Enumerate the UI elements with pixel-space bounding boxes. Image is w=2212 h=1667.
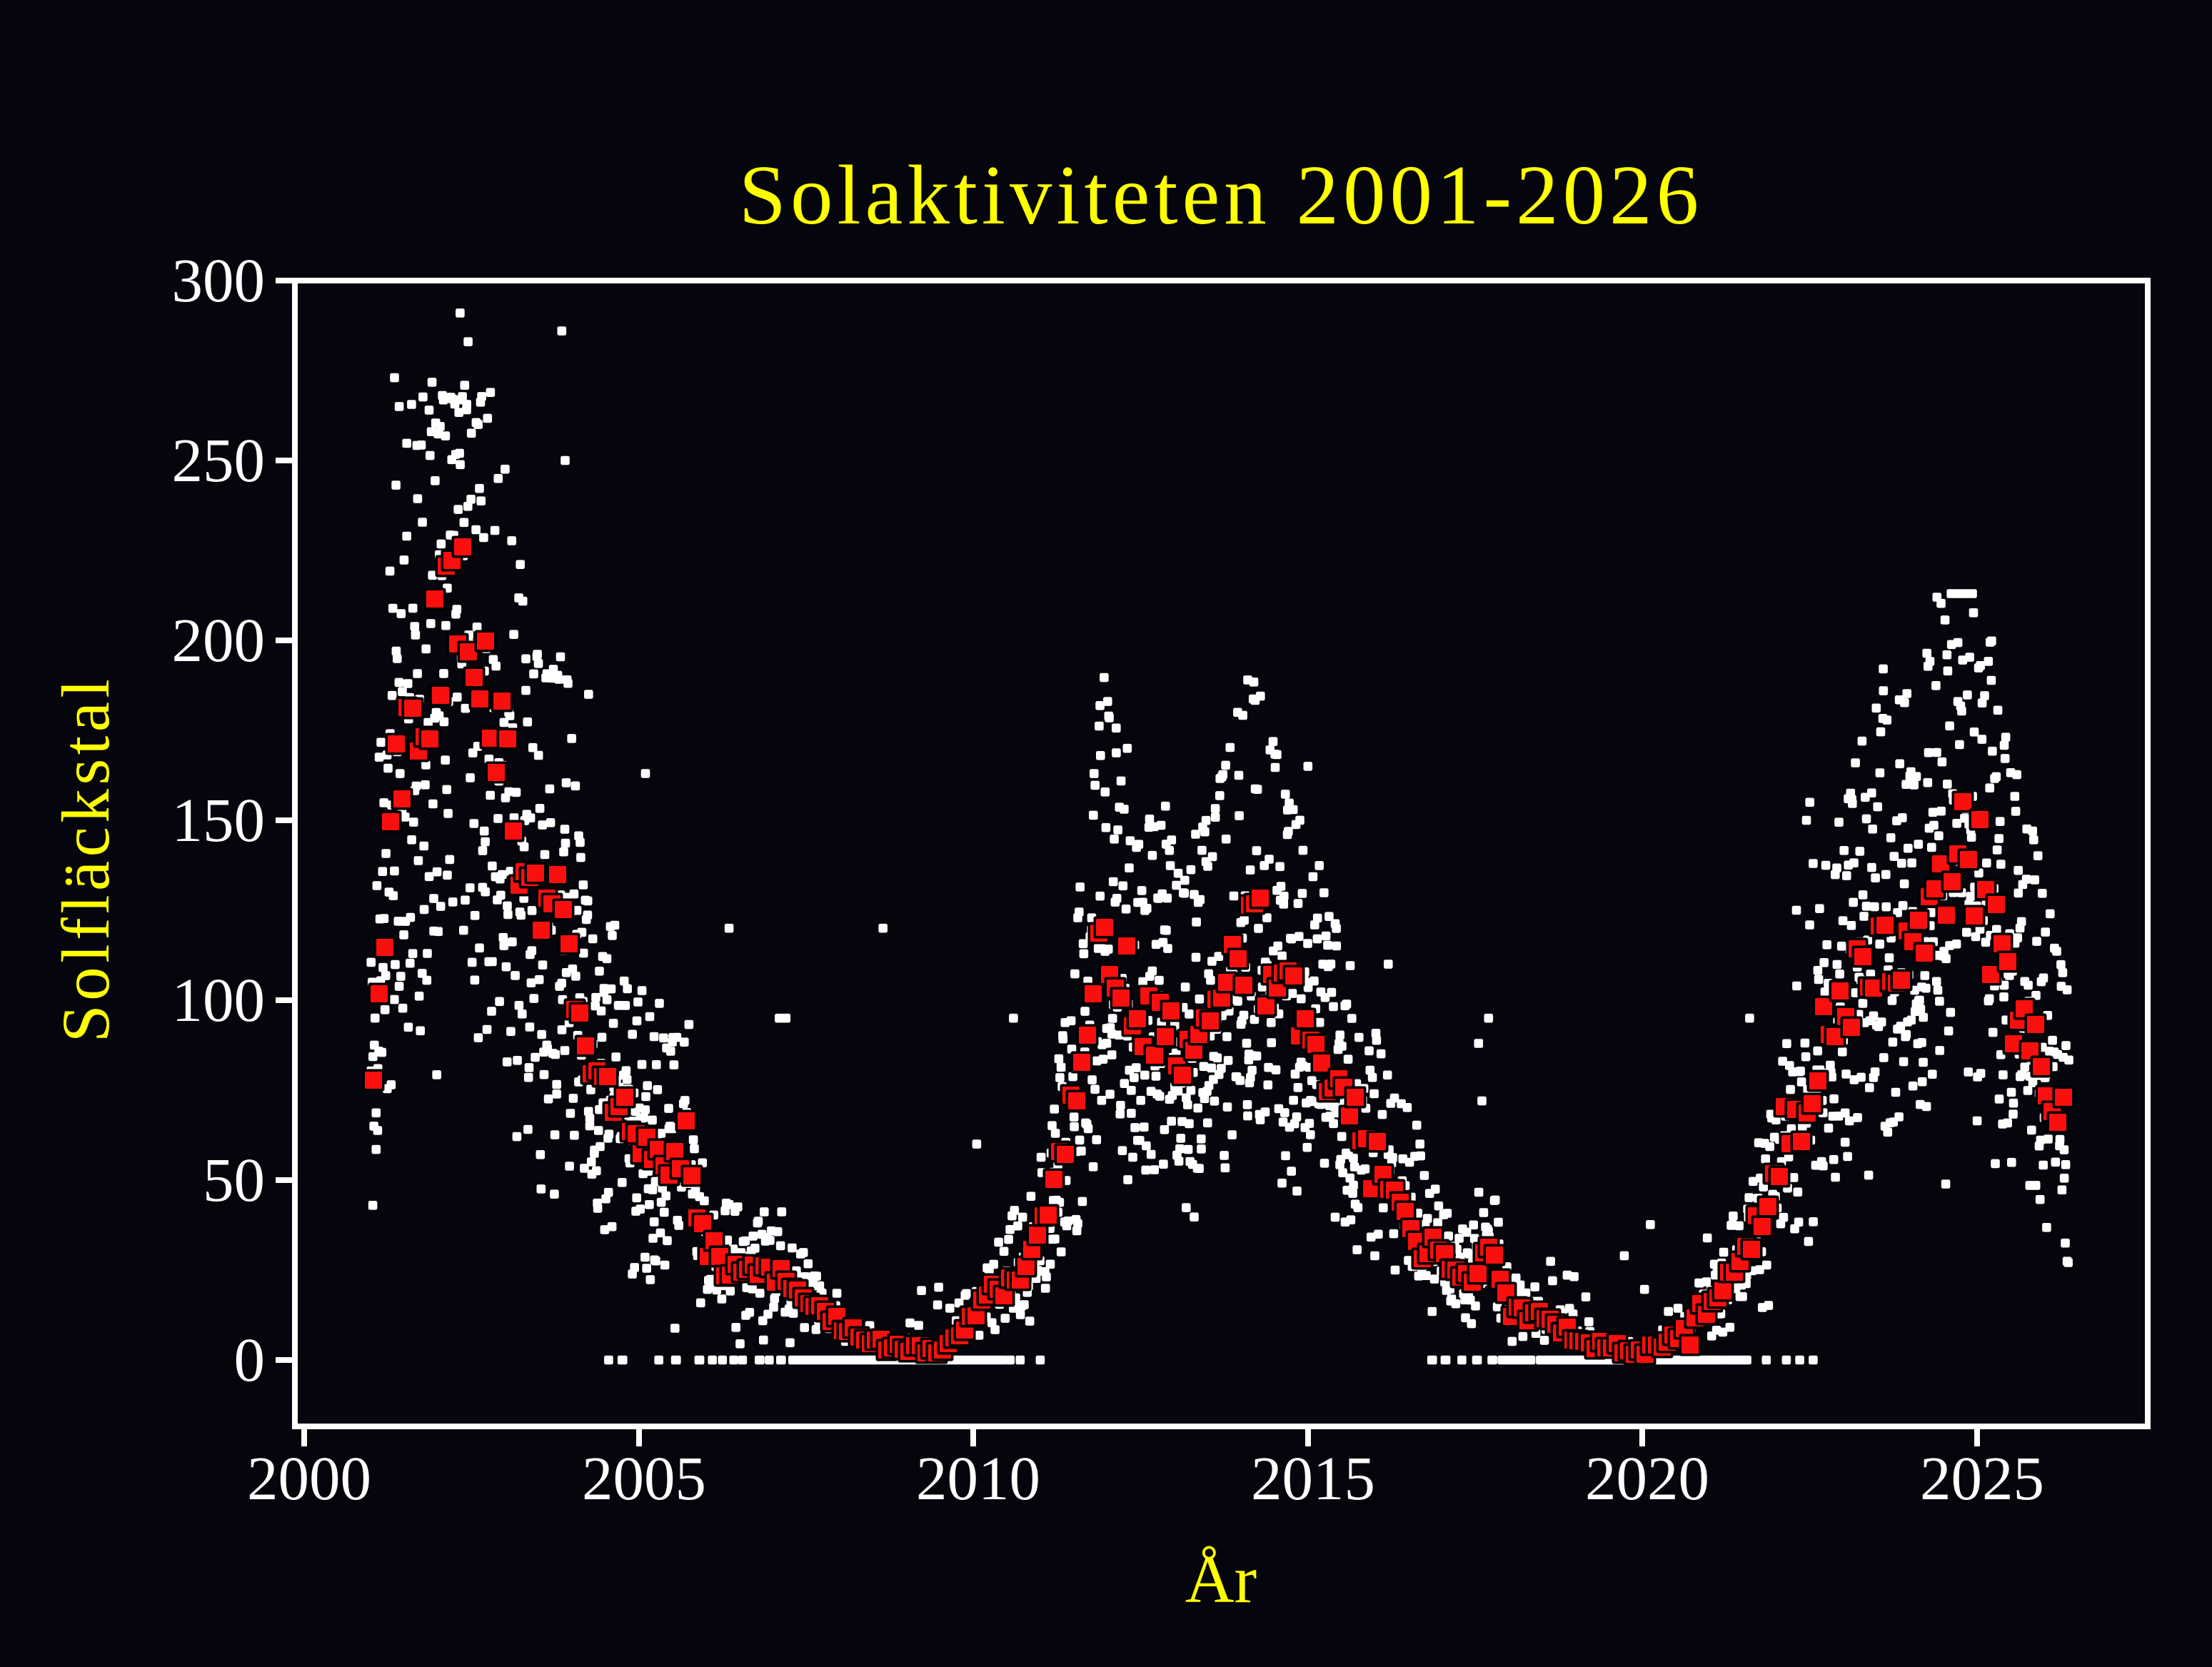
svg-text:2010: 2010: [916, 1444, 1040, 1513]
svg-text:2015: 2015: [1251, 1444, 1375, 1513]
svg-text:2020: 2020: [1585, 1444, 1709, 1513]
svg-text:2025: 2025: [1920, 1444, 2044, 1513]
svg-text:2000: 2000: [247, 1444, 371, 1513]
svg-text:Solfläckstal: Solfläckstal: [48, 675, 124, 1043]
svg-text:50: 50: [203, 1145, 265, 1214]
svg-text:200: 200: [172, 605, 266, 675]
svg-text:100: 100: [172, 965, 266, 1034]
svg-text:250: 250: [172, 425, 266, 495]
svg-text:Solaktiviteten 2001-2026: Solaktiviteten 2001-2026: [739, 148, 1703, 242]
svg-text:0: 0: [234, 1325, 266, 1394]
svg-text:300: 300: [172, 246, 266, 315]
svg-text:År: År: [1185, 1541, 1257, 1617]
svg-text:2005: 2005: [582, 1444, 706, 1513]
svg-text:150: 150: [172, 785, 266, 855]
